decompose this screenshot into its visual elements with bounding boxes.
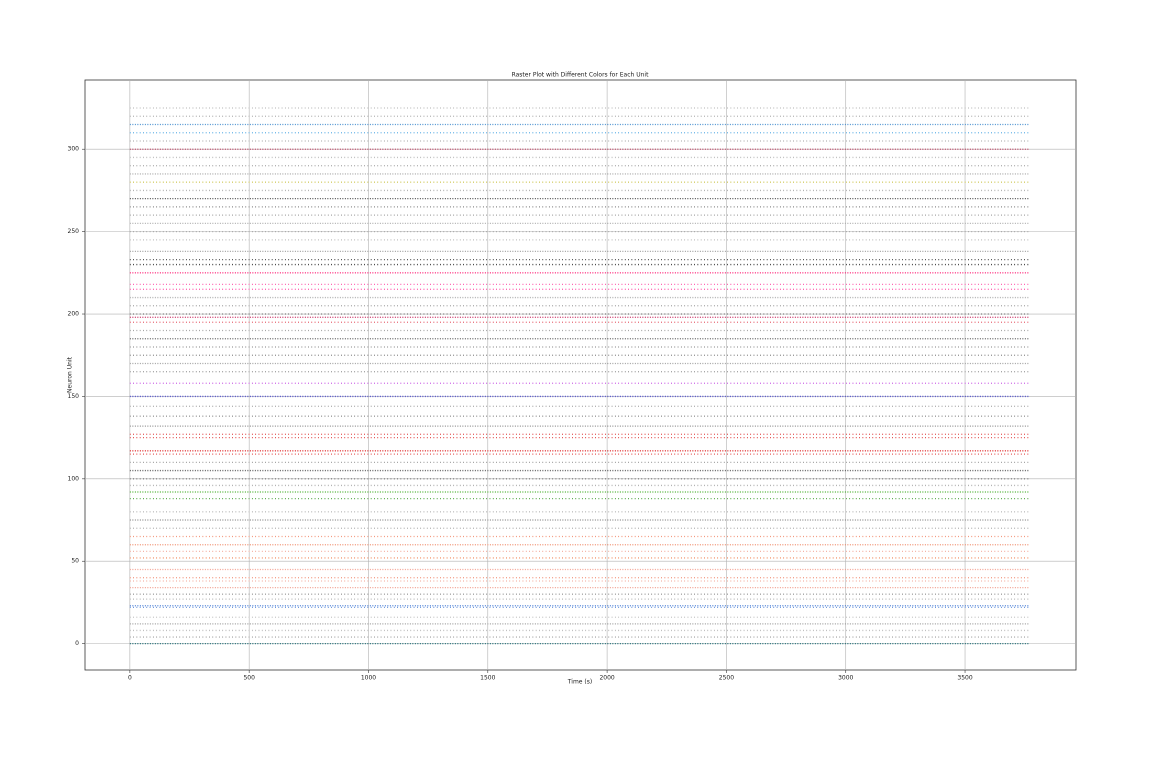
- x-tick-label: 3000: [838, 675, 853, 682]
- x-axis-label: Time (s): [567, 679, 592, 686]
- x-tick-label: 2500: [719, 675, 734, 682]
- y-tick-label: 100: [68, 475, 80, 482]
- x-tick-label: 0: [128, 675, 132, 682]
- y-tick-label: 50: [71, 558, 79, 565]
- x-tick-label: 1000: [361, 675, 376, 682]
- y-tick-label: 150: [68, 393, 80, 400]
- x-tick-label: 3500: [957, 675, 972, 682]
- chart-title: Raster Plot with Different Colors for Ea…: [512, 72, 650, 79]
- y-tick-label: 250: [68, 228, 80, 235]
- x-tick-label: 2000: [599, 675, 614, 682]
- y-axis-label: Neuron Unit: [67, 356, 74, 393]
- plot-frame: [84, 79, 1077, 671]
- x-tick-label: 500: [243, 675, 255, 682]
- y-tick-label: 200: [68, 311, 80, 318]
- y-tick-label: 0: [75, 640, 79, 647]
- y-tick-label: 300: [68, 146, 80, 153]
- x-tick-label: 1500: [480, 675, 495, 682]
